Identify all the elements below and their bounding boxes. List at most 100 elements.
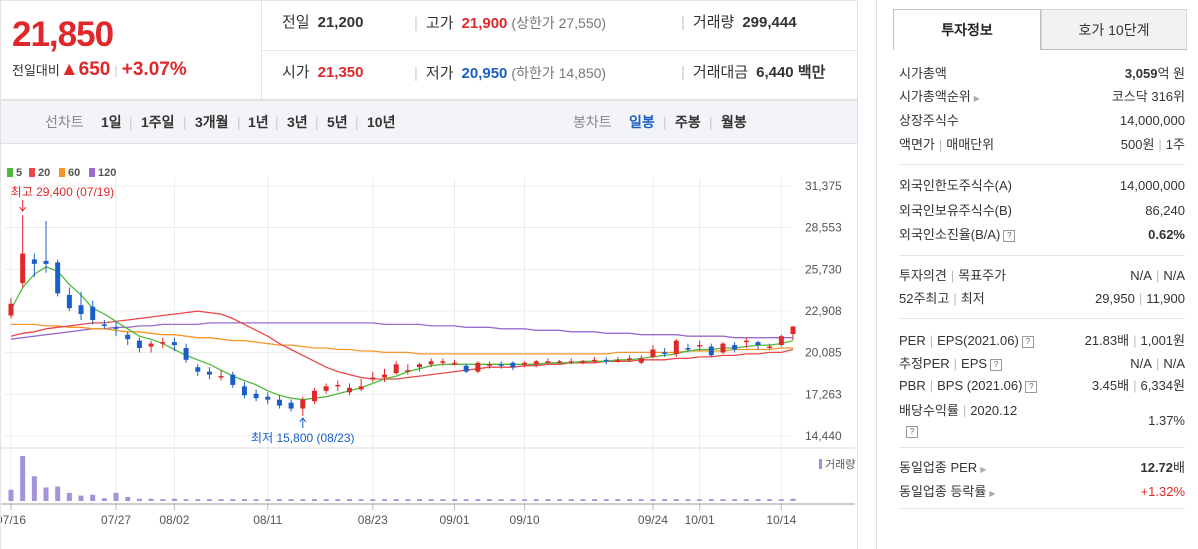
period-1day-button[interactable]: 1일 [101, 114, 122, 130]
invest-panel: 투자정보 호가 10단계 시가총액 3,059억 원 시가총액순위 ▶ 코스닥 316위… [876, 0, 1198, 549]
candle-body [113, 327, 119, 329]
candle-body [638, 358, 644, 363]
help-icon[interactable]: ? [990, 358, 1003, 371]
period-10year-button[interactable]: 10년 [367, 114, 396, 130]
help-icon[interactable]: ? [1003, 229, 1016, 242]
row-label: 배당수익률 | 2020.12 [899, 403, 1018, 418]
volume-bar [720, 499, 726, 501]
info-row: PER | EPS(2021.06)? 21.83배 | 1,001원 [899, 330, 1185, 352]
candle-body [218, 376, 224, 378]
volume-bar [55, 486, 61, 501]
row-value: 코스닥 316위 [1112, 86, 1185, 108]
candle-body [732, 345, 738, 350]
info-row: 동일업종 PER ▶ 12.72배 [899, 457, 1185, 479]
info-row: PBR | BPS (2021.06)? 3.45배 | 6,334원 [899, 375, 1185, 397]
volume-bar [498, 499, 504, 501]
row-label-2: 최저 [960, 291, 985, 306]
tab-order-book[interactable]: 호가 10단계 [1041, 9, 1187, 50]
caret-right-icon[interactable]: ▶ [973, 94, 980, 103]
tabs-underline [1041, 49, 1187, 50]
volume-bar [381, 499, 387, 501]
candle-body [790, 326, 796, 334]
row-label-2: EPS(2021.06) [937, 333, 1019, 348]
divider: | [114, 63, 118, 78]
volume-bar [358, 499, 364, 501]
ma5-line [10, 266, 794, 401]
change-amount: 650 [78, 59, 111, 80]
volume-bar [627, 499, 633, 501]
row-value: 0.62% [1148, 224, 1185, 246]
row-label: 동일업종 PER ▶ [899, 460, 987, 475]
volume-bar [125, 496, 131, 501]
row-label: 동일업종 등락률 ▶ [899, 484, 996, 499]
help-icon[interactable]: ? [1025, 380, 1038, 393]
volume-bar [323, 499, 329, 501]
up-arrow-icon: ▲ [59, 59, 79, 80]
info-row: 외국인소진율(B/A)? 0.62% [899, 224, 1185, 246]
volume-bar [463, 499, 469, 501]
row-value: 12.72배 [1140, 457, 1185, 479]
volume-bar [183, 499, 189, 501]
divider: | [1155, 356, 1160, 371]
volume-bar [311, 499, 317, 501]
value-text: 코스닥 316위 [1111, 89, 1185, 104]
tab-invest-info[interactable]: 투자정보 [893, 9, 1041, 50]
help-icon[interactable]: ? [906, 426, 918, 438]
value-text-2: N/A [1163, 268, 1185, 283]
period-1week-button[interactable]: 1주일 [141, 114, 175, 130]
candle-weekly-button[interactable]: 주봉 [675, 114, 701, 130]
stock-chart[interactable]: 31,375 28,553 25,730 22,908 20,085 17,263 14,4… [0, 144, 858, 549]
volume-bar [638, 499, 644, 501]
volume-bar [8, 489, 14, 501]
row-value: 500원 | 1주 [1121, 134, 1185, 156]
candle-body [43, 260, 49, 264]
candle-body [592, 359, 598, 362]
legend-swatch [7, 168, 13, 177]
candle-body [335, 384, 341, 387]
volume-bar [160, 499, 166, 501]
current-price: 21,850 [12, 15, 114, 54]
x-tick-label: 09/01 [440, 513, 470, 527]
value-text: 86,240 [1145, 203, 1185, 218]
value-text-2: 6,334원 [1140, 378, 1186, 393]
caret-right-icon[interactable]: ▶ [980, 465, 987, 474]
price-summary: 21,850 전일대비▲650 | +3.07% [0, 0, 262, 100]
quote-area: 21,850 전일대비▲650 | +3.07% 전일 21,200 | 고가 21,90… [0, 0, 858, 549]
high-price: | 고가 21,900 (상한가 27,550) [414, 15, 607, 32]
row-value: N/A | N/A [1130, 353, 1185, 375]
chart-svg[interactable]: 31,375 28,553 25,730 22,908 20,085 17,263 14,4… [1, 144, 857, 549]
info-row: 액면가 | 매매단위 500원 | 1주 [899, 134, 1185, 156]
candle-monthly-button[interactable]: 월봉 [721, 114, 747, 130]
period-5year-button[interactable]: 5년 [327, 114, 348, 130]
help-icon[interactable]: ? [1021, 335, 1034, 348]
period-1year-button[interactable]: 1년 [248, 114, 269, 130]
row-label: 외국인소진율(B/A)? [899, 224, 1016, 246]
divider: | [1155, 268, 1160, 283]
value-bold: 3,059 [1124, 66, 1158, 81]
divider: | [938, 137, 943, 152]
volume-bar [650, 499, 656, 501]
info-row: 배당수익률 | 2020.12 1.37%? [899, 400, 1185, 440]
candle-body [136, 340, 142, 349]
volume-bar [206, 499, 212, 501]
ma60-line [11, 323, 793, 355]
y-tick-label: 31,375 [805, 179, 842, 193]
period-3year-button[interactable]: 3년 [287, 114, 308, 130]
section-divider [899, 447, 1185, 448]
caret-right-icon[interactable]: ▶ [989, 489, 996, 498]
value-text: N/A [1130, 356, 1152, 371]
candle-daily-button[interactable]: 일봉 [629, 114, 655, 130]
period-3month-button[interactable]: 3개월 [195, 114, 229, 130]
volume-bar [708, 499, 714, 501]
row-value: 29,950 | 11,900 [1095, 288, 1185, 310]
volume-bar [195, 499, 201, 501]
volume-bar [265, 499, 271, 501]
period-bar: 선차트 1일 | 1주일 | 3개월 | 1년 | 3년 | 5년 | 10년 … [0, 100, 858, 144]
section-divider [899, 255, 1185, 256]
candle-body [755, 342, 761, 346]
candle-body [66, 294, 72, 309]
row-label: 외국인보유주식수(B) [899, 203, 1013, 218]
candle-body [627, 358, 633, 360]
volume-bar [615, 499, 621, 501]
volume-bar [171, 498, 177, 501]
